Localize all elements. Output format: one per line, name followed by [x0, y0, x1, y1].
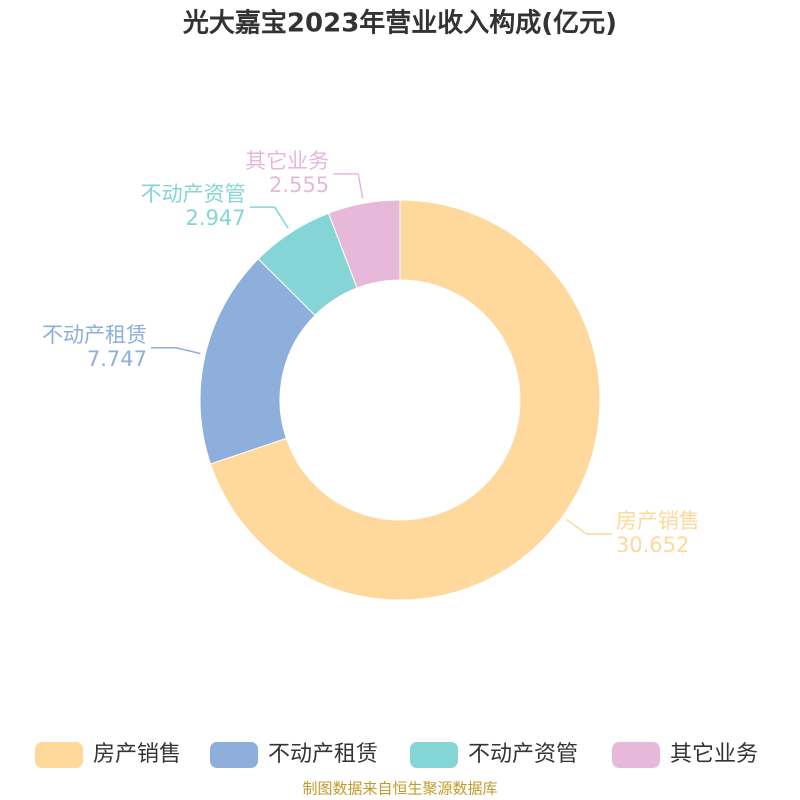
- leader-line: [249, 206, 289, 229]
- legend-swatch: [210, 742, 258, 768]
- leader-line: [333, 173, 364, 199]
- value-label: 2.947: [185, 206, 245, 230]
- slice-label: 不动产租赁: [42, 323, 147, 347]
- legend-label: 不动产租赁: [268, 742, 378, 767]
- chart-title: 光大嘉宝2023年营业收入构成(亿元): [182, 8, 617, 39]
- leader-line: [566, 518, 612, 535]
- source-note: 制图数据来自恒生聚源数据库: [302, 780, 497, 798]
- value-label: 2.555: [269, 173, 329, 197]
- legend-label: 其它业务: [670, 742, 758, 767]
- legend-label: 不动产资管: [468, 742, 578, 767]
- slice-label: 房产销售: [616, 509, 700, 533]
- legend-label: 房产销售: [93, 742, 181, 767]
- value-label: 7.747: [87, 347, 147, 371]
- donut-segment: [327, 199, 401, 289]
- legend-swatch: [35, 742, 83, 768]
- leader-line: [151, 347, 201, 355]
- donut-segment: [209, 199, 601, 601]
- value-label: 30.652: [616, 533, 689, 557]
- legend-swatch: [410, 742, 458, 768]
- slice-label: 其它业务: [245, 149, 329, 173]
- slice-label: 不动产资管: [141, 182, 246, 206]
- legend-swatch: [612, 742, 660, 768]
